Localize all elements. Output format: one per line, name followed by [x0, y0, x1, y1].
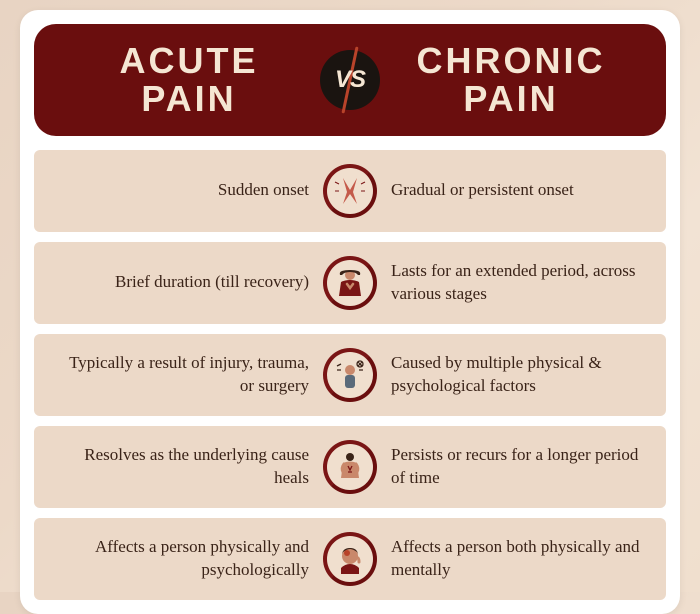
comparison-row: Brief duration (till recovery) Lasts for…	[34, 242, 666, 324]
chronic-text: Caused by multiple physical & psychologi…	[377, 352, 648, 398]
header-left-line2: PAIN	[58, 80, 320, 118]
vs-badge: VS	[320, 50, 380, 110]
header-banner: ACUTE PAIN VS CHRONIC PAIN	[34, 24, 666, 136]
stress-person-icon	[323, 348, 377, 402]
header-right-title: CHRONIC PAIN	[380, 42, 642, 118]
acute-text: Brief duration (till recovery)	[52, 271, 323, 294]
comparison-row: Typically a result of injury, trauma, or…	[34, 334, 666, 416]
acute-text: Sudden onset	[52, 179, 323, 202]
headache-person-icon	[323, 532, 377, 586]
acute-text: Typically a result of injury, trauma, or…	[52, 352, 323, 398]
header-left-title: ACUTE PAIN	[58, 42, 320, 118]
comparison-row: Resolves as the underlying cause heals P…	[34, 426, 666, 508]
back-pain-person-icon	[323, 440, 377, 494]
vs-label: VS	[335, 66, 365, 94]
acute-text: Resolves as the underlying cause heals	[52, 444, 323, 490]
comparison-card: ACUTE PAIN VS CHRONIC PAIN Sudden onset …	[20, 10, 680, 614]
joint-pain-icon	[323, 164, 377, 218]
comparison-row: Sudden onset Gradual or persistent onset	[34, 150, 666, 232]
chronic-text: Affects a person both physically and men…	[377, 536, 648, 582]
chest-pain-person-icon	[323, 256, 377, 310]
chronic-text: Persists or recurs for a longer period o…	[377, 444, 648, 490]
acute-text: Affects a person physically and psycholo…	[52, 536, 323, 582]
comparison-row: Affects a person physically and psycholo…	[34, 518, 666, 600]
chronic-text: Gradual or persistent onset	[377, 179, 648, 202]
header-right-line1: CHRONIC	[380, 42, 642, 80]
header-left-line1: ACUTE	[58, 42, 320, 80]
header-right-line2: PAIN	[380, 80, 642, 118]
chronic-text: Lasts for an extended period, across var…	[377, 260, 648, 306]
